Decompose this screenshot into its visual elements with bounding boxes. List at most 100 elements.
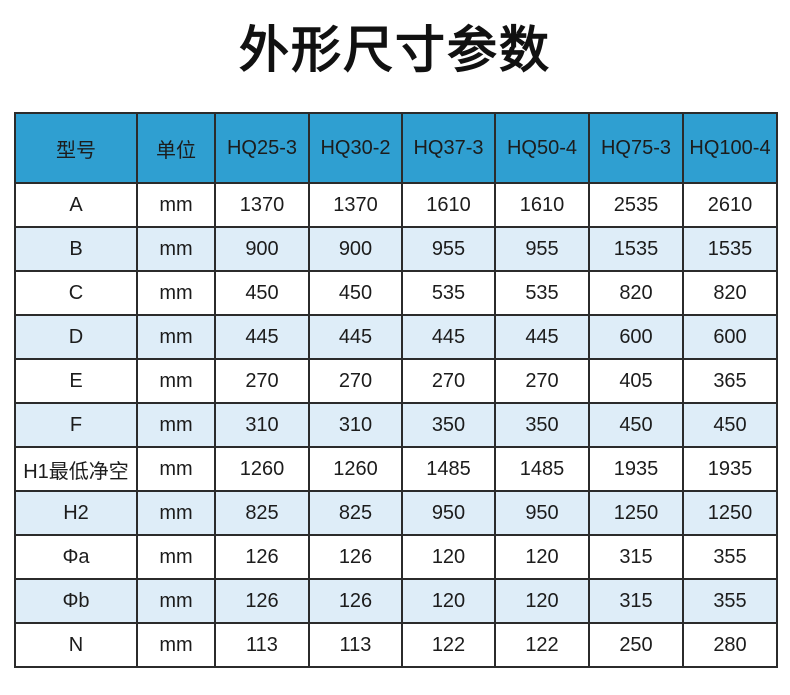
cell: 1250	[588, 490, 684, 536]
cell: 113	[214, 622, 310, 668]
cell: 825	[308, 490, 403, 536]
cell: 535	[494, 270, 590, 316]
cell: 315	[588, 534, 684, 580]
table-row: H1最低净空 mm 1260 1260 1485 1485 1935 1935	[14, 446, 778, 492]
cell: 1250	[682, 490, 778, 536]
cell: 113	[308, 622, 403, 668]
row-label: A	[14, 182, 138, 228]
cell: 1535	[682, 226, 778, 272]
cell: 900	[308, 226, 403, 272]
column-header: HQ30-2	[308, 112, 403, 184]
cell: 405	[588, 358, 684, 404]
cell: mm	[136, 578, 216, 624]
cell: 820	[682, 270, 778, 316]
cell: 445	[214, 314, 310, 360]
cell: 126	[308, 578, 403, 624]
cell: 120	[401, 578, 496, 624]
cell: mm	[136, 182, 216, 228]
cell: mm	[136, 358, 216, 404]
cell: 270	[494, 358, 590, 404]
cell: 450	[214, 270, 310, 316]
table-row: Φa mm 126 126 120 120 315 355	[14, 534, 778, 580]
cell: 365	[682, 358, 778, 404]
cell: 900	[214, 226, 310, 272]
cell: 355	[682, 534, 778, 580]
cell: 1535	[588, 226, 684, 272]
table-row: Φb mm 126 126 120 120 315 355	[14, 578, 778, 624]
cell: 2535	[588, 182, 684, 228]
column-header: HQ37-3	[401, 112, 496, 184]
cell: 1260	[214, 446, 310, 492]
cell: 535	[401, 270, 496, 316]
cell: 270	[401, 358, 496, 404]
cell: 955	[401, 226, 496, 272]
row-label: F	[14, 402, 138, 448]
cell: 1610	[401, 182, 496, 228]
header-row: 型号 单位 HQ25-3 HQ30-2 HQ37-3 HQ50-4 HQ75-3 HQ100-…	[14, 112, 778, 184]
row-label: D	[14, 314, 138, 360]
cell: 350	[494, 402, 590, 448]
cell: 1485	[401, 446, 496, 492]
cell: 355	[682, 578, 778, 624]
cell: 120	[494, 534, 590, 580]
cell: 122	[494, 622, 590, 668]
cell: 450	[682, 402, 778, 448]
cell: mm	[136, 314, 216, 360]
cell: 1370	[308, 182, 403, 228]
cell: 1610	[494, 182, 590, 228]
cell: 315	[588, 578, 684, 624]
column-header: HQ100-4	[682, 112, 778, 184]
cell: mm	[136, 490, 216, 536]
column-header: 型号	[14, 112, 138, 184]
cell: 126	[214, 534, 310, 580]
column-header: HQ25-3	[214, 112, 310, 184]
row-label: E	[14, 358, 138, 404]
cell: 280	[682, 622, 778, 668]
cell: 122	[401, 622, 496, 668]
column-header: HQ50-4	[494, 112, 590, 184]
cell: 250	[588, 622, 684, 668]
cell: mm	[136, 534, 216, 580]
cell: 126	[214, 578, 310, 624]
cell: 820	[588, 270, 684, 316]
cell: 450	[588, 402, 684, 448]
cell: 1485	[494, 446, 590, 492]
row-label: B	[14, 226, 138, 272]
cell: 270	[308, 358, 403, 404]
cell: mm	[136, 402, 216, 448]
cell: mm	[136, 446, 216, 492]
cell: mm	[136, 226, 216, 272]
cell: 450	[308, 270, 403, 316]
cell: 950	[494, 490, 590, 536]
row-label: N	[14, 622, 138, 668]
spec-table: 型号 单位 HQ25-3 HQ30-2 HQ37-3 HQ50-4 HQ75-3 HQ100-…	[14, 112, 778, 668]
cell: 126	[308, 534, 403, 580]
cell: 950	[401, 490, 496, 536]
cell: 270	[214, 358, 310, 404]
row-label: H1最低净空	[14, 446, 138, 492]
row-label: H2	[14, 490, 138, 536]
cell: 1370	[214, 182, 310, 228]
cell: 310	[308, 402, 403, 448]
cell: 120	[401, 534, 496, 580]
row-label: C	[14, 270, 138, 316]
column-header: HQ75-3	[588, 112, 684, 184]
cell: 120	[494, 578, 590, 624]
column-header: 单位	[136, 112, 216, 184]
cell: mm	[136, 270, 216, 316]
cell: 2610	[682, 182, 778, 228]
cell: 600	[682, 314, 778, 360]
table-row: H2 mm 825 825 950 950 1250 1250	[14, 490, 778, 536]
row-label: Φb	[14, 578, 138, 624]
title: 外形尺寸参数	[239, 22, 551, 78]
cell: 825	[214, 490, 310, 536]
cell: 600	[588, 314, 684, 360]
